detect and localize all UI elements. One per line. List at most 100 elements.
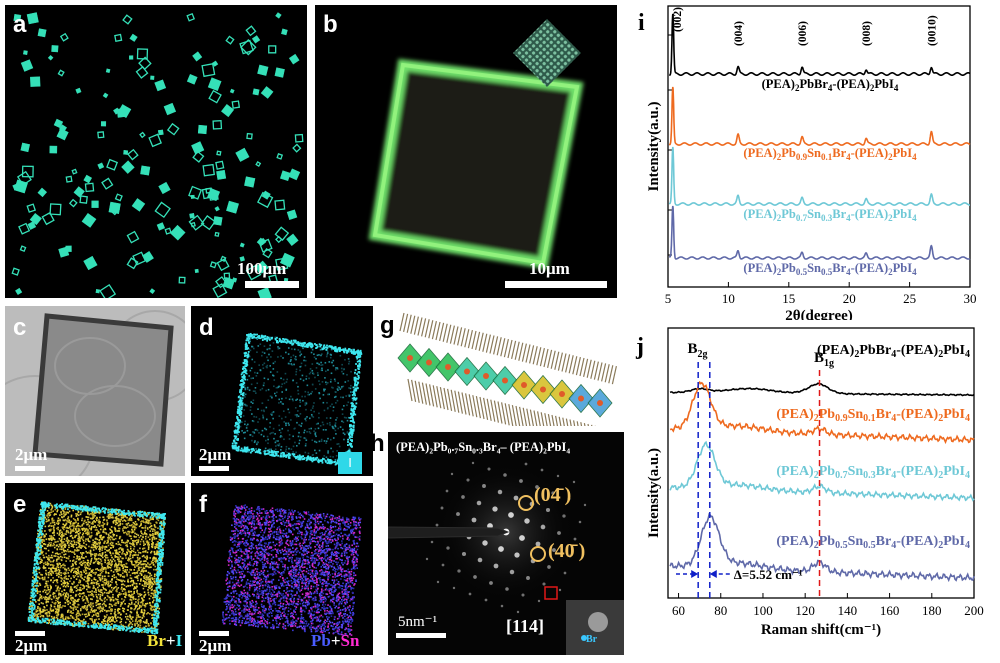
map-pixel (53, 521, 56, 524)
map-pixel (93, 586, 95, 589)
map-edge-pixel (352, 402, 354, 405)
map-pixel (112, 517, 114, 519)
map-pixel (110, 612, 112, 615)
map-pixel (138, 606, 141, 608)
map-edge-pixel (246, 448, 249, 451)
map-pixel (119, 569, 121, 571)
map-pixel (44, 561, 47, 564)
map-edge-pixel (239, 404, 242, 407)
map-edge-pixel (239, 407, 241, 410)
map-pixel (292, 435, 294, 438)
map-pixel (90, 527, 93, 530)
map-pixel (121, 557, 123, 560)
map-pixel (59, 543, 62, 545)
map-pixel (338, 445, 341, 448)
map-pixel (243, 384, 246, 387)
map-pixel (321, 364, 324, 366)
map-pixel (64, 622, 67, 625)
map-pixel (50, 508, 53, 511)
map-pixel (102, 580, 104, 583)
map-pixel (292, 399, 294, 402)
map-pixel (269, 395, 272, 398)
crystal (23, 50, 28, 56)
map-pixel (305, 439, 308, 441)
map-pixel (77, 610, 80, 613)
map-pixel (253, 361, 256, 363)
map-pixel (90, 575, 93, 577)
map-pixel (109, 589, 111, 592)
map-pixel (71, 567, 74, 570)
crystal (83, 255, 98, 271)
map-edge-pixel (238, 431, 240, 433)
crystal (229, 88, 235, 94)
map-pixel (312, 372, 314, 375)
map-pixel (83, 578, 85, 581)
map-pixel (141, 600, 143, 603)
map-pixel (86, 533, 89, 536)
map-pixel (117, 629, 120, 631)
map-pixel (52, 608, 55, 611)
map-edge-pixel (293, 455, 296, 458)
map-edge-pixel (259, 452, 262, 455)
map-pixel (48, 558, 51, 561)
map-pixel (87, 586, 90, 589)
map-edge-pixel (286, 339, 289, 342)
map-pixel (112, 616, 115, 619)
map-pixel (60, 513, 63, 516)
map-edge-pixel (238, 404, 241, 407)
map-pixel (153, 550, 156, 553)
map-pixel (142, 599, 145, 601)
map-pixel (155, 533, 157, 535)
map-edge-pixel (256, 450, 259, 453)
map-edge-pixel (242, 449, 244, 452)
map-pixel (267, 388, 270, 391)
map-pixel (99, 573, 102, 575)
map-edge-pixel (336, 459, 339, 462)
map-pixel (46, 561, 49, 563)
map-pixel (114, 523, 117, 526)
map-pixel (125, 571, 128, 573)
map-pixel (109, 531, 112, 534)
map-edge-pixel (335, 349, 338, 352)
map-pixel (58, 592, 60, 595)
map-pixel (91, 511, 94, 514)
map-pixel (98, 511, 100, 514)
map-pixel (296, 414, 298, 416)
map-pixel (35, 600, 37, 603)
map-pixel (113, 565, 116, 568)
map-pixel (160, 578, 163, 580)
map-pixel (92, 569, 94, 571)
map-pixel (136, 608, 139, 610)
map-pixel (248, 354, 251, 356)
map-pixel (151, 538, 154, 541)
map-pixel (59, 531, 61, 534)
map-pixel (71, 536, 74, 539)
map-pixel (52, 564, 55, 567)
map-edge-pixel (353, 410, 356, 413)
map-pixel (47, 563, 50, 565)
map-pixel (133, 535, 136, 538)
map-pixel (119, 524, 121, 526)
map-pixel (115, 518, 118, 520)
map-pixel (66, 520, 68, 522)
map-pixel (54, 568, 56, 570)
map-pixel (269, 422, 272, 424)
map-pixel (104, 528, 107, 531)
map-edge-pixel (350, 409, 353, 412)
map-pixel (149, 607, 152, 610)
map-pixel (131, 572, 134, 575)
map-pixel (141, 617, 144, 619)
crystal (148, 133, 162, 148)
map-pixel (43, 543, 45, 545)
map-pixel (88, 521, 91, 524)
crystal (56, 128, 69, 141)
map-pixel (34, 618, 37, 620)
map-edge-pixel (273, 450, 275, 453)
map-pixel (349, 391, 352, 393)
map-pixel (154, 583, 157, 585)
map-pixel (145, 512, 147, 515)
map-pixel (69, 610, 72, 613)
map-pixel (106, 620, 109, 623)
map-pixel (135, 512, 138, 515)
map-pixel (59, 606, 62, 608)
